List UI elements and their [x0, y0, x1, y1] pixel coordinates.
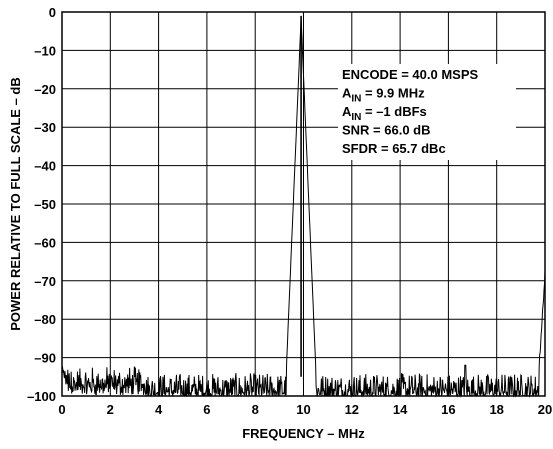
y-tick-label: –70 — [34, 274, 56, 289]
annotation-ain-level-rest: = –1 dBFs — [361, 104, 426, 119]
x-tick-label: 2 — [107, 402, 114, 417]
annotation-ain-level-main: A — [342, 104, 352, 119]
annotation-ain-freq: AIN = 9.9 MHz — [342, 86, 425, 105]
y-tick-label: –60 — [34, 235, 56, 250]
y-tick-label: –100 — [27, 389, 56, 404]
y-tick-label: –90 — [34, 351, 56, 366]
annotation-encode: ENCODE = 40.0 MSPS — [342, 67, 479, 82]
trace-layer — [61, 15, 546, 398]
y-tick-label: –20 — [34, 82, 56, 97]
x-tick-label: 0 — [58, 402, 65, 417]
annotation-snr: SNR = 66.0 dB — [342, 123, 431, 138]
plot-frame — [61, 11, 546, 397]
y-tick-label: –50 — [34, 197, 56, 212]
annotation-ain-level-sub: IN — [351, 112, 361, 123]
y-tick-label: –40 — [34, 159, 56, 174]
y-tick-label: –10 — [34, 43, 56, 58]
fft-trace — [61, 17, 546, 398]
x-tick-label: 10 — [296, 402, 310, 417]
x-tick-label: 16 — [441, 402, 455, 417]
annotation-sfdr: SFDR = 65.7 dBc — [342, 141, 446, 156]
x-tick-label: 4 — [155, 402, 163, 417]
x-tick-label: 18 — [489, 402, 503, 417]
annotation-ain-freq-sub: IN — [351, 94, 361, 105]
annotation-ain-freq-rest: = 9.9 MHz — [361, 86, 425, 101]
x-axis-title: FREQUENCY – MHz — [242, 426, 365, 441]
y-tick-label: –80 — [34, 312, 56, 327]
y-axis-title: POWER RELATIVE TO FULL SCALE – dB — [8, 77, 23, 331]
x-tick-label: 8 — [252, 402, 259, 417]
annotation-ain-freq-main: A — [342, 86, 352, 101]
y-tick-label: 0 — [49, 5, 56, 20]
x-tick-label: 12 — [345, 402, 359, 417]
x-tick-label: 6 — [203, 402, 210, 417]
tick-labels: 0 2 4 6 8 10 12 14 16 18 20 0 –10 –20 –30 –40 –50 –60 –70 –… — [27, 5, 552, 417]
x-tick-label: 14 — [393, 402, 408, 417]
y-tick-label: –30 — [34, 120, 56, 135]
annotation-background — [338, 64, 516, 160]
annotation-ain-level: AIN = –1 dBFs — [342, 104, 427, 123]
annotation-box: ENCODE = 40.0 MSPS AIN = 9.9 MHz AIN = –… — [338, 64, 516, 160]
x-tick-label: 20 — [538, 402, 552, 417]
